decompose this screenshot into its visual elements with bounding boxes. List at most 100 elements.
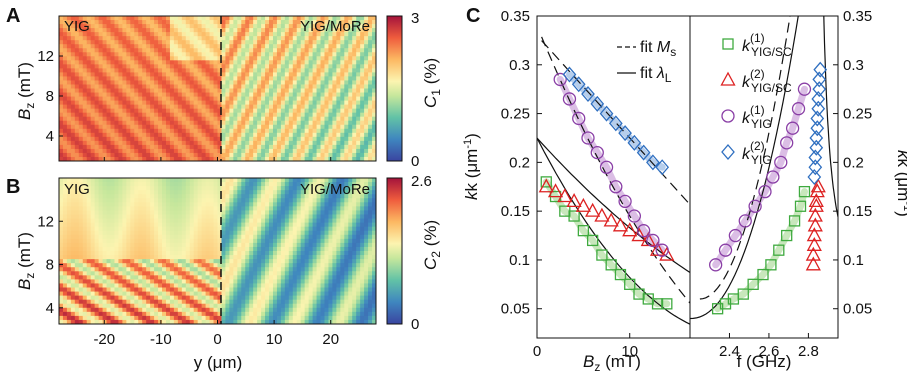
heatmap-b-cell (209, 279, 215, 285)
heatmap-a-cell (98, 140, 104, 146)
heatmap-a-cell (165, 40, 171, 45)
heatmap-a-cell (193, 20, 199, 25)
heatmap-a-cell (114, 84, 120, 90)
heatmap-a-cell (352, 112, 357, 118)
heatmap-a-cell (59, 128, 64, 134)
heatmap-b-cell (284, 255, 290, 260)
heatmap-a-cell (158, 116, 163, 122)
heatmap-a-cell (173, 36, 179, 41)
heatmap-b-cell (90, 218, 96, 224)
heatmap-a-cell (269, 116, 274, 122)
heatmap-b-cell (245, 190, 250, 195)
heatmap-b-cell (122, 283, 127, 289)
heatmap-a-cell (138, 52, 143, 57)
heatmap-a-cell (126, 112, 131, 118)
heatmap-b-cell (130, 242, 135, 248)
heatmap-a-cell (173, 56, 179, 61)
heatmap-a-ytick-label: 12 (37, 48, 54, 65)
heatmap-a-cell (158, 72, 163, 78)
heatmap-a-cell (320, 136, 326, 142)
heatmap-b-cell (221, 271, 227, 276)
heatmap-b-cell (126, 234, 131, 240)
heatmap-a-cell (332, 52, 337, 57)
heatmap-a-cell (146, 16, 151, 21)
heatmap-b-cell (217, 251, 223, 256)
heatmap-a-cell (118, 156, 123, 161)
heatmap-a-cell (142, 24, 147, 29)
heatmap-a-cell (66, 156, 72, 161)
heatmap-a-cell (320, 20, 326, 25)
heatmap-a-cell (177, 76, 183, 82)
heatmap-a-cell (126, 32, 131, 37)
heatmap-a-cell (300, 76, 306, 82)
heatmap-b-cell (59, 178, 64, 183)
heatmap-a-cell (217, 96, 223, 102)
heatmap-b-cell (122, 198, 127, 203)
heatmap-a-cell (146, 24, 151, 29)
heatmap-a-cell (142, 96, 147, 102)
heatmap-a-cell (364, 48, 369, 53)
heatmap-a-cell (265, 116, 270, 122)
heatmap-a-cell (312, 48, 318, 53)
heatmap-b-cell (177, 202, 183, 207)
heatmap-b-cell (253, 242, 258, 248)
heatmap-a-cell (344, 132, 349, 138)
heatmap-a-cell (237, 128, 242, 134)
heatmap-b-cell (59, 319, 64, 324)
heatmap-a-cell (364, 40, 369, 45)
heatmap-a-cell (66, 88, 72, 94)
heatmap-a-cell (229, 136, 234, 142)
heatmap-a-cell (82, 24, 88, 29)
heatmap-a-cell (249, 104, 254, 110)
heatmap-b-cell (257, 226, 262, 232)
heatmap-b-cell (150, 218, 155, 224)
heatmap-b-cell (74, 275, 80, 280)
heatmap-b-cell (177, 198, 183, 203)
heatmap-a-cell (110, 56, 116, 61)
heatmap-a-cell (189, 148, 195, 154)
heatmap-a-cell (340, 48, 345, 53)
heatmap-b-cell (217, 242, 223, 248)
heatmap-a-cell (356, 36, 361, 41)
heatmap-a-cell (312, 60, 318, 65)
heatmap-b-cell (90, 255, 96, 260)
heatmap-a-cell (114, 124, 120, 130)
heatmap-b-cell (177, 259, 183, 264)
heatmap-b-cell (241, 255, 246, 260)
heatmap-b-cell (177, 226, 183, 232)
heatmap-a-cell (308, 148, 314, 154)
heatmap-b-cell (217, 303, 223, 309)
heatmap-b-cell (154, 194, 159, 199)
heatmap-a-cell (213, 72, 219, 78)
heatmap-a-cell (78, 116, 84, 122)
heatmap-b-cell (142, 251, 147, 256)
heatmap-a-cell (146, 80, 151, 86)
heatmap-b-cell (225, 226, 230, 232)
heatmap-a-cell (280, 32, 286, 37)
heatmap-b-cell (146, 259, 151, 264)
heatmap-a-cell (245, 140, 250, 146)
heatmap-b-cell (78, 307, 84, 313)
heatmap-a-cell (201, 36, 207, 41)
heatmap-a-cell (94, 80, 100, 86)
heatmap-b-cell (229, 251, 234, 256)
heatmap-a-cell (138, 40, 143, 45)
heatmap-b-cell (74, 287, 80, 293)
heatmap-a-cell (154, 116, 159, 122)
heatmap-a-cell (106, 44, 112, 49)
heatmap-a-cell (257, 48, 262, 53)
heatmap-b-cell (209, 311, 215, 317)
heatmap-b-cell (269, 283, 274, 289)
heatmap-a-cell (213, 56, 219, 61)
heatmap-b-cell (82, 210, 88, 216)
heatmap-a-cell (292, 16, 298, 21)
heatmap-a-cell (280, 136, 286, 142)
heatmap-b-cell (59, 210, 64, 216)
heatmap-b-cell (249, 186, 254, 191)
heatmap-a-cell (78, 128, 84, 134)
heatmap-a-cell (189, 40, 195, 45)
heatmap-a-cell (70, 116, 76, 122)
heatmap-b-cell (269, 255, 274, 260)
heatmap-a-cell (292, 80, 298, 86)
heatmap-a-cell (245, 144, 250, 150)
